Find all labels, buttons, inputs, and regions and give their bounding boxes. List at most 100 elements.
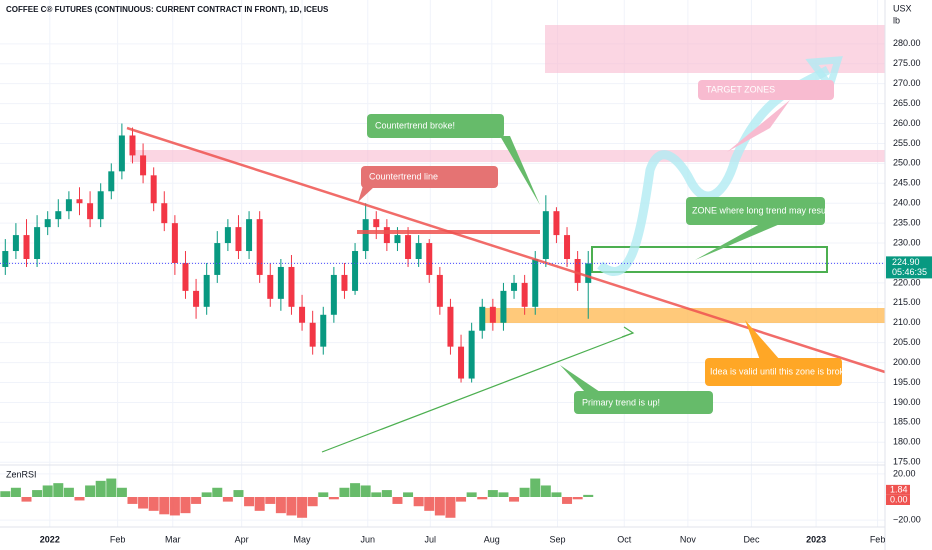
callout <box>574 391 713 414</box>
candle-body <box>500 290 507 323</box>
indicator-bar <box>169 497 180 516</box>
indicator-bar <box>297 497 308 518</box>
candle-body <box>267 274 274 299</box>
callout-text: ZONE where long trend may resume. <box>692 205 841 215</box>
callout-pointer <box>500 136 540 205</box>
indicator-tag <box>886 484 910 495</box>
indicator-bar <box>519 487 530 497</box>
indicator-bar <box>487 490 498 497</box>
support-zone <box>485 308 885 323</box>
indicator-bar <box>583 494 594 497</box>
callout-pointer <box>745 320 780 360</box>
y-tick-label: 200.00 <box>893 357 921 367</box>
candle-body <box>224 227 231 244</box>
candle-body <box>23 235 30 259</box>
y-tick-label: 260.00 <box>893 118 921 128</box>
x-tick-label: Apr <box>235 534 249 544</box>
indicator-bar <box>445 497 456 518</box>
projection-arrow-head <box>805 56 843 94</box>
y-tick-label: 275.00 <box>893 58 921 68</box>
indicator-bar <box>74 497 85 501</box>
x-tick-label: Jun <box>361 534 376 544</box>
chart-title: COFFEE C® FUTURES (CONTINUOUS: CURRENT C… <box>6 5 329 14</box>
callout-text: Countertrend line <box>369 171 438 181</box>
indicator-bar <box>318 492 329 497</box>
x-tick-label: Aug <box>484 534 500 544</box>
indicator-bar <box>53 483 64 497</box>
y-tick-label: 240.00 <box>893 198 921 208</box>
indicator-bar <box>286 497 297 516</box>
indicator-value-label: 0.00 <box>890 494 908 504</box>
candle-body <box>277 266 284 299</box>
x-tick-label: Mar <box>165 534 181 544</box>
indicator-bar <box>360 485 371 497</box>
indicator-bar <box>456 497 467 502</box>
candle-body <box>447 306 454 347</box>
candle-body <box>362 219 369 252</box>
resume-zone <box>591 246 828 273</box>
x-tick-label: Feb <box>110 534 126 544</box>
indicator-bar <box>403 492 414 497</box>
indicator-bar <box>233 490 244 497</box>
candle-body <box>320 314 327 347</box>
candle-body <box>161 203 168 224</box>
x-tick-label: Dec <box>743 534 760 544</box>
candle-body <box>373 219 380 228</box>
indicator-bar <box>63 487 74 497</box>
candle-body <box>182 262 189 291</box>
indicator-bar <box>466 492 477 497</box>
candle-body <box>171 223 178 263</box>
y-tick-label: −20.00 <box>893 514 921 524</box>
candle-body <box>383 227 390 244</box>
overlay: 175.00 180.00 185.00 190.00 195.00 200.00 205.… <box>0 38 932 544</box>
candle-body <box>108 171 115 192</box>
x-tick-label: 2023 <box>806 534 826 544</box>
indicator-bar <box>32 490 43 497</box>
callout <box>367 114 504 138</box>
candle-body <box>542 211 549 259</box>
x-tick-label: May <box>294 534 312 544</box>
candle-body <box>214 243 221 275</box>
indicator-bar <box>381 490 392 497</box>
candle-body <box>458 346 465 379</box>
indicator-bar <box>212 487 223 497</box>
callout-text: Primary trend is up! <box>582 397 660 407</box>
candle-body <box>564 235 571 259</box>
y-tick-label: 175.00 <box>893 457 921 467</box>
indicator-bar <box>275 497 286 514</box>
arrow-head <box>621 326 635 338</box>
callout <box>686 197 825 225</box>
x-tick-label: 2022 <box>40 534 60 544</box>
indicator-bar <box>116 487 127 497</box>
indicator-bar <box>498 492 509 497</box>
candle-body <box>585 263 592 283</box>
indicator-bar <box>551 492 562 497</box>
candle-body <box>235 227 242 252</box>
y-tick-label: 180.00 <box>893 437 921 447</box>
candle-body <box>394 235 401 244</box>
callout-pointer <box>560 365 600 392</box>
indicator-bar <box>21 497 32 502</box>
projection-arrow <box>597 66 831 276</box>
y-tick-label: 220.00 <box>893 277 921 287</box>
y-tick-label: 190.00 <box>893 397 921 407</box>
indicator-bar <box>371 492 382 497</box>
x-tick-label: Feb <box>870 534 886 544</box>
indicator-bar <box>244 497 255 507</box>
callout-text: Countertrend broke! <box>375 120 455 130</box>
indicator-name: ZenRSI <box>6 469 37 479</box>
candle-body <box>288 266 295 307</box>
indicator-bar <box>350 483 361 497</box>
x-tick-label: Jul <box>425 534 437 544</box>
countdown: 05:46:35 <box>892 267 927 277</box>
indicator-bar <box>413 497 424 507</box>
candle-body <box>479 306 486 331</box>
y-tick-label: 265.00 <box>893 98 921 108</box>
callout-pointer <box>695 224 780 260</box>
candle-body <box>87 203 94 220</box>
y-tick-label: 235.00 <box>893 218 921 228</box>
candle-body <box>489 306 496 323</box>
y-tick-label: 215.00 <box>893 297 921 307</box>
candle-body <box>330 274 337 315</box>
